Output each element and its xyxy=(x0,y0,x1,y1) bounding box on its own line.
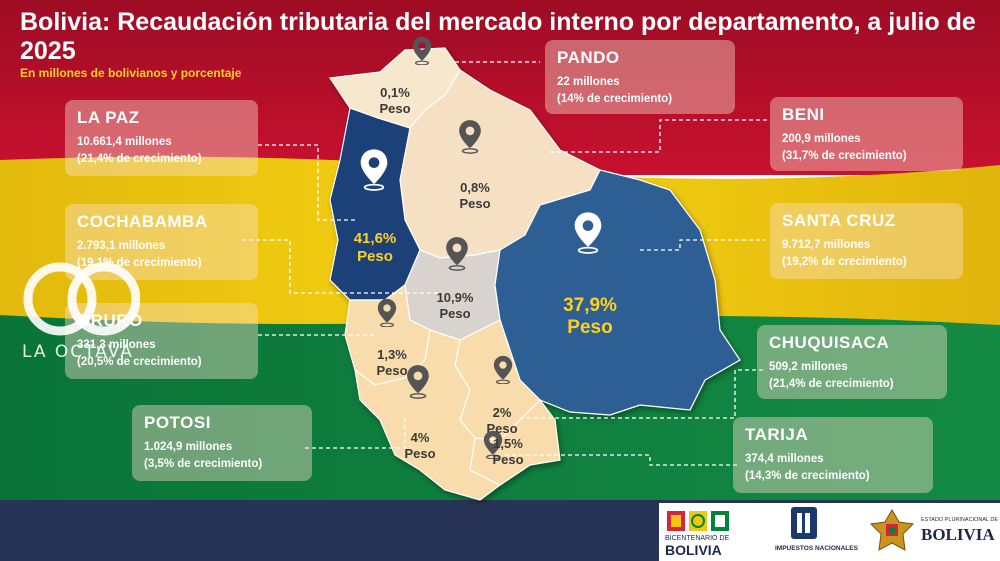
share-value: 10,9% xyxy=(436,290,474,305)
share-label: 41,6% Peso xyxy=(335,230,415,266)
share-caption: Peso xyxy=(379,101,411,116)
share-label: 4% Peso xyxy=(380,430,460,462)
dept-name: BENI xyxy=(782,105,825,124)
share-label: 1,5% Peso xyxy=(468,436,548,468)
impuestos-logo-icon xyxy=(791,507,817,539)
estado-top-text: ESTADO PLURINACIONAL DE xyxy=(921,517,999,523)
location-pin-icon xyxy=(483,430,503,460)
share-value: 0,8% xyxy=(460,180,490,195)
share-caption: Peso xyxy=(567,317,613,338)
dept-amount: 1.024,9 millones xyxy=(144,441,233,453)
share-value: 37,9% xyxy=(563,295,617,316)
dept-amount: 374,4 millones xyxy=(745,453,824,465)
dept-growth: (21,4% de crecimiento) xyxy=(769,378,894,390)
dept-growth: (31,7% de crecimiento) xyxy=(782,150,907,162)
card-oruro: ORURO 331,3 millones (20,5% de crecimien… xyxy=(65,303,258,379)
la-octava-logo xyxy=(23,262,140,336)
share-caption: Peso xyxy=(459,196,491,211)
logo-strip: BICENTENARIO DE BOLIVIA IMPUESTOS NACION… xyxy=(659,503,1000,561)
dept-growth: (14% de crecimiento) xyxy=(557,93,673,105)
share-caption: Peso xyxy=(357,248,393,265)
dept-name: COCHABAMBA xyxy=(77,212,208,231)
share-value: 2% xyxy=(492,405,512,420)
location-pin-icon xyxy=(493,355,513,385)
dept-name: PANDO xyxy=(557,48,620,67)
share-label: 10,9% Peso xyxy=(415,290,495,322)
region-tarija xyxy=(469,399,561,486)
estado-bottom-text: BOLIVIA xyxy=(921,525,995,544)
share-caption: Peso xyxy=(492,452,524,467)
dept-growth: (19,2% de crecimiento) xyxy=(782,256,907,268)
leader-lines xyxy=(242,61,770,466)
location-pin-icon xyxy=(446,237,468,271)
dept-name: LA PAZ xyxy=(77,108,140,127)
location-pin-icon xyxy=(412,36,432,66)
location-pin-icon xyxy=(377,298,397,328)
share-label: 0,1% Peso xyxy=(355,85,435,117)
dept-amount: 10.661,4 millones xyxy=(77,136,172,148)
bicentenario-bottom-text: BOLIVIA xyxy=(665,542,722,558)
share-value: 1,3% xyxy=(377,347,407,362)
location-pin-icon xyxy=(574,212,602,254)
bicentenario-top-text: BICENTENARIO DE xyxy=(665,535,730,542)
location-pin-icon xyxy=(459,120,481,154)
dept-name: CHUQUISACA xyxy=(769,333,890,352)
card-la-paz: LA PAZ 10.661,4 millones (21,4% de creci… xyxy=(65,100,258,176)
location-pin-icon xyxy=(360,149,388,191)
dept-growth: (3,5% de crecimiento) xyxy=(144,458,263,470)
share-value: 0,1% xyxy=(380,85,410,100)
dept-amount: 200,9 millones xyxy=(782,133,861,145)
location-pin-icon xyxy=(407,365,429,399)
dept-growth: (21,4% de crecimiento) xyxy=(77,153,202,165)
card-santa-cruz: SANTA CRUZ 9.712,7 millones (19,2% de cr… xyxy=(770,203,963,279)
bicentenario-emblem-icon xyxy=(667,511,729,531)
page-title: Bolivia: Recaudación tributaria del merc… xyxy=(20,8,976,65)
watermark-text: LA OCTAVA xyxy=(22,342,134,362)
dept-growth: (20,5% de crecimiento) xyxy=(77,356,202,368)
dept-amount: 22 millones xyxy=(557,76,620,88)
dept-amount: 509,2 millones xyxy=(769,361,848,373)
share-caption: Peso xyxy=(376,363,408,378)
estado-emblem-icon xyxy=(869,509,915,551)
share-label: 0,8% Peso xyxy=(435,180,515,212)
card-chuquisaca: CHUQUISACA 509,2 millones (21,4% de crec… xyxy=(757,325,947,399)
dept-amount: 331,3 millones xyxy=(77,339,156,351)
share-value: 41,6% xyxy=(353,230,397,247)
dept-growth: (14,3% de crecimiento) xyxy=(745,470,870,482)
share-value: 1,5% xyxy=(493,436,523,451)
card-tarija: TARIJA 374,4 millones (14,3% de crecimie… xyxy=(733,417,933,493)
share-label: 1,3% Peso xyxy=(352,347,432,379)
share-value: 4% xyxy=(410,430,430,445)
dept-name: SANTA CRUZ xyxy=(782,211,896,230)
share-caption: Peso xyxy=(439,306,471,321)
share-caption: Peso xyxy=(404,446,436,461)
dept-amount: 9.712,7 millones xyxy=(782,239,871,251)
dept-amount: 2.793,1 millones xyxy=(77,240,166,252)
card-beni: BENI 200,9 millones (31,7% de crecimient… xyxy=(770,97,963,171)
card-pando: PANDO 22 millones (14% de crecimiento) xyxy=(545,40,735,114)
share-label: 37,9% Peso xyxy=(550,295,630,339)
card-potosi: POTOSI 1.024,9 millones (3,5% de crecimi… xyxy=(132,405,312,481)
page-subtitle: En millones de bolivianos y porcentaje xyxy=(20,66,242,80)
dept-name: POTOSI xyxy=(144,413,211,432)
dept-name: TARIJA xyxy=(745,425,809,444)
impuestos-text: IMPUESTOS NACIONALES xyxy=(775,545,858,552)
